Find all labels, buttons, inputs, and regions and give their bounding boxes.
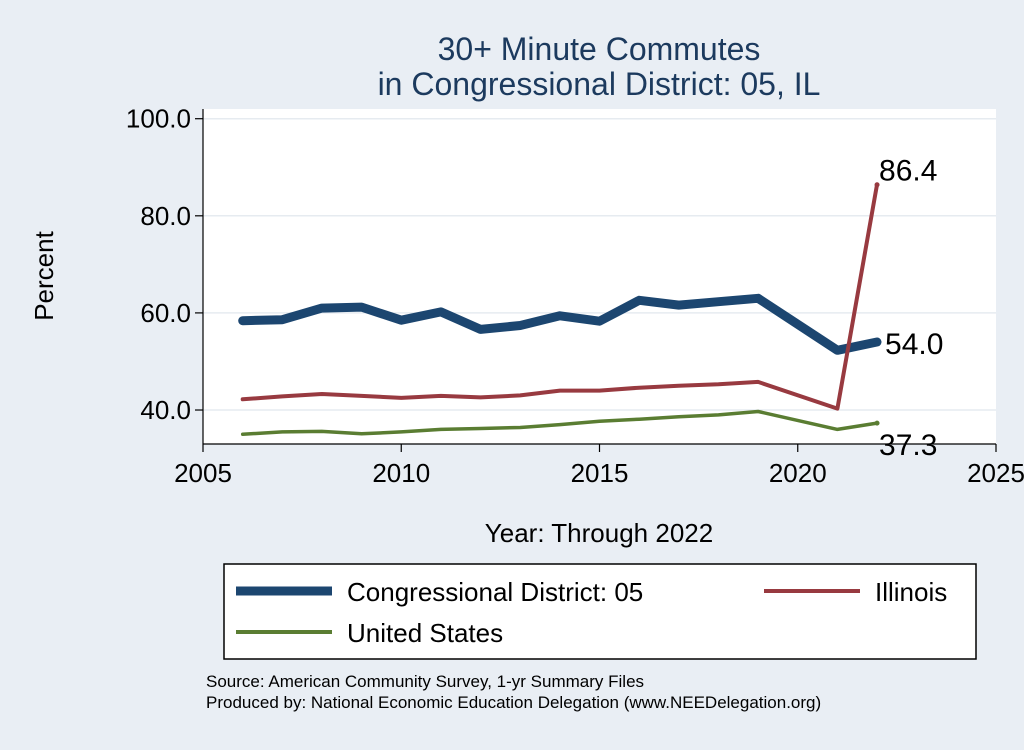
end-label: 37.3 bbox=[879, 429, 937, 462]
legend-label-district: Congressional District: 05 bbox=[347, 577, 643, 607]
series-line-illinois bbox=[240, 182, 879, 411]
end-label: 86.4 bbox=[879, 155, 937, 188]
series-end-point bbox=[874, 420, 880, 426]
y-tick-label: 40.0 bbox=[140, 395, 191, 425]
x-axis-title: Year: Through 2022 bbox=[485, 518, 713, 548]
y-tick-label: 60.0 bbox=[140, 298, 191, 328]
x-tick-label: 2010 bbox=[372, 458, 430, 488]
x-tick-label: 2015 bbox=[571, 458, 629, 488]
axes: 40.0 60.0 80.0 100.0 2005 2010 2015 2020 2025 bbox=[126, 104, 1024, 488]
end-label: 54.0 bbox=[885, 328, 943, 361]
series-line-district bbox=[238, 293, 882, 355]
legend-label-illinois: Illinois bbox=[875, 577, 947, 607]
x-tick-label: 2005 bbox=[174, 458, 232, 488]
x-tick-label: 2025 bbox=[967, 458, 1024, 488]
series-end-point bbox=[874, 182, 880, 188]
series-end-point bbox=[874, 339, 881, 346]
end-labels: 54.0 86.4 37.3 bbox=[879, 155, 943, 462]
gridlines bbox=[203, 117, 996, 411]
producer-note: Produced by: National Economic Education… bbox=[206, 693, 821, 712]
chart-title-line-2: in Congressional District: 05, IL bbox=[378, 66, 821, 102]
legend-label-united-states: United States bbox=[347, 618, 503, 648]
series-line-united-states bbox=[240, 409, 879, 437]
source-note: Source: American Community Survey, 1-yr … bbox=[206, 672, 644, 691]
legend: Congressional District: 05 Illinois Unit… bbox=[223, 563, 977, 660]
legend-box bbox=[223, 563, 977, 660]
plot-area bbox=[203, 109, 996, 444]
y-tick-label: 80.0 bbox=[140, 201, 191, 231]
y-axis-title: Percent bbox=[29, 230, 59, 320]
x-tick-label: 2020 bbox=[769, 458, 827, 488]
y-tick-label: 100.0 bbox=[126, 104, 191, 134]
series-lines bbox=[238, 182, 882, 437]
chart-title-line-1: 30+ Minute Commutes bbox=[438, 31, 761, 67]
